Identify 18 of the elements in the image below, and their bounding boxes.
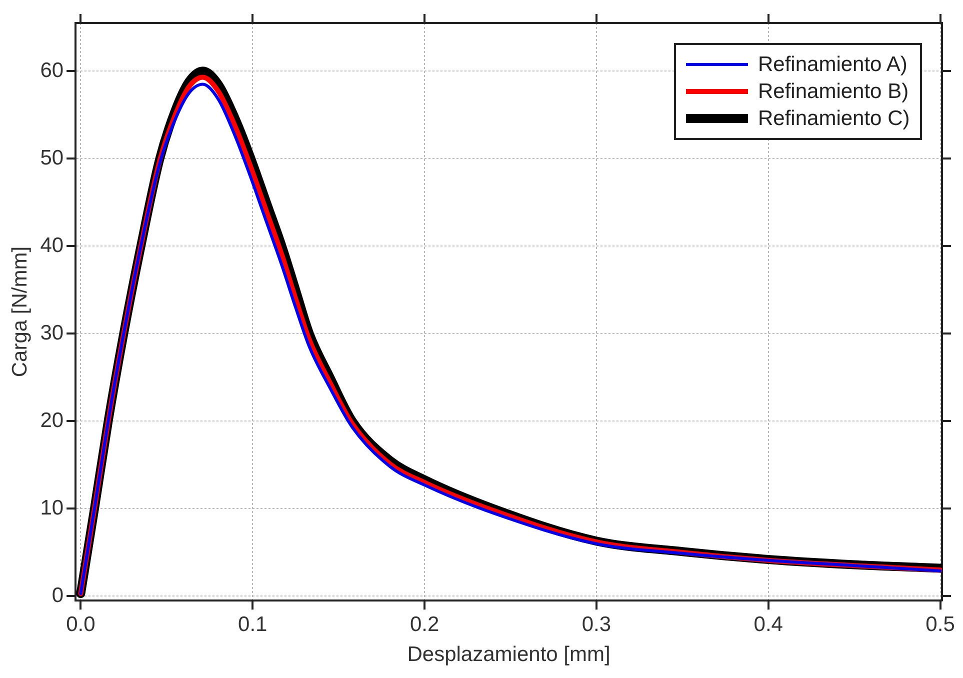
y-axis-title: Carga [N/mm]: [8, 246, 32, 378]
y-tick-label: 30: [40, 321, 64, 344]
y-tick-label: 60: [40, 58, 64, 82]
x-tick-label: 0.2: [410, 612, 440, 636]
x-tick-label: 0.5: [926, 612, 955, 636]
x-tick-label: 0.1: [238, 612, 268, 636]
legend-label: Refinamiento A): [758, 52, 908, 76]
y-tick-label: 0: [52, 584, 64, 608]
x-tick-label: 0.3: [582, 612, 612, 636]
x-tick-label: 0.4: [754, 612, 784, 636]
x-axis-title: Desplazamiento [mm]: [407, 643, 610, 666]
y-tick-label: 20: [40, 408, 64, 432]
legend-label: Refinamiento C): [758, 106, 910, 130]
y-tick-label: 40: [40, 234, 64, 257]
x-tick-label: 0.0: [66, 612, 96, 636]
y-tick-label: 10: [40, 496, 64, 520]
y-tick-label: 50: [40, 146, 64, 170]
legend-label: Refinamiento B): [758, 80, 909, 104]
